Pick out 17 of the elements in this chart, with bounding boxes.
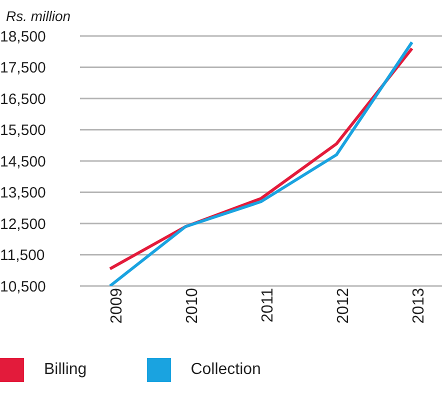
x-tick-label: 2009 [108, 288, 126, 324]
x-tick-label: 2010 [184, 288, 201, 324]
y-tick-label: 10,500 [0, 278, 46, 296]
y-tick-label: 12,500 [0, 216, 46, 233]
legend-label: Billing [44, 361, 87, 379]
x-tick-label: 2011 [259, 288, 276, 322]
y-tick-label: 11,500 [0, 247, 45, 264]
y-axis-title: Rs. million [6, 8, 72, 24]
y-tick-label: 17,500 [0, 60, 46, 77]
x-tick-label: 2012 [334, 288, 352, 324]
x-tick-label: 2013 [410, 288, 428, 324]
y-tick-label: 14,500 [0, 153, 46, 170]
legend-label: Collection [190, 361, 261, 379]
y-tick-label: 18,500 [0, 28, 46, 46]
y-tick-label: 13,500 [0, 184, 46, 202]
y-tick-label: 15,500 [0, 122, 46, 140]
y-tick-label: 16,500 [0, 90, 46, 108]
